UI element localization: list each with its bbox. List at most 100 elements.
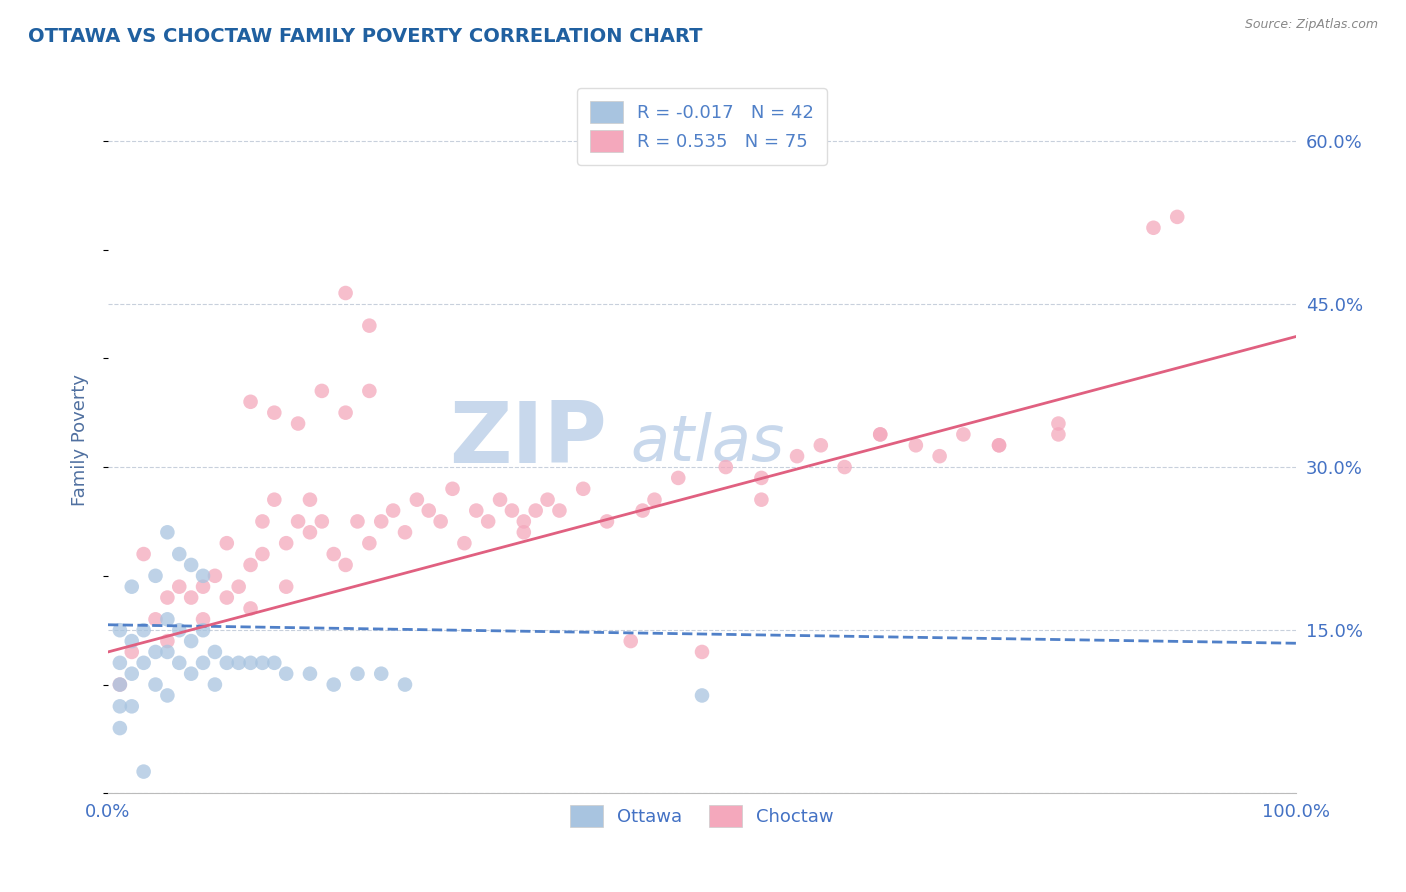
Point — [501, 503, 523, 517]
Point — [441, 482, 464, 496]
Point — [145, 677, 167, 691]
Point — [869, 427, 891, 442]
Point — [453, 536, 475, 550]
Point — [121, 699, 143, 714]
Point — [513, 515, 536, 529]
Point — [121, 666, 143, 681]
Point — [156, 612, 179, 626]
Point — [156, 591, 179, 605]
Point — [108, 721, 131, 735]
Point — [191, 623, 214, 637]
Point — [108, 623, 131, 637]
Point — [335, 285, 357, 300]
Point — [382, 503, 405, 517]
Point — [239, 656, 262, 670]
Point — [690, 689, 713, 703]
Point — [346, 666, 368, 681]
Point — [252, 656, 274, 670]
Point — [298, 492, 321, 507]
Point — [191, 656, 214, 670]
Point — [204, 569, 226, 583]
Point — [169, 580, 191, 594]
Point — [276, 536, 298, 550]
Point — [631, 503, 654, 517]
Point — [548, 503, 571, 517]
Point — [751, 492, 773, 507]
Text: atlas: atlas — [631, 412, 785, 475]
Legend: Ottawa, Choctaw: Ottawa, Choctaw — [562, 797, 841, 834]
Point — [714, 460, 737, 475]
Point — [346, 515, 368, 529]
Point — [298, 666, 321, 681]
Point — [276, 580, 298, 594]
Point — [108, 656, 131, 670]
Point — [810, 438, 832, 452]
Point — [108, 677, 131, 691]
Point — [180, 634, 202, 648]
Point — [1166, 210, 1188, 224]
Point — [489, 492, 512, 507]
Point — [322, 677, 344, 691]
Point — [359, 384, 381, 398]
Point — [263, 656, 285, 670]
Point — [169, 547, 191, 561]
Point — [191, 612, 214, 626]
Point — [869, 427, 891, 442]
Point — [215, 591, 238, 605]
Point — [215, 656, 238, 670]
Point — [465, 503, 488, 517]
Point — [335, 558, 357, 572]
Point — [108, 699, 131, 714]
Point — [596, 515, 619, 529]
Point — [276, 666, 298, 681]
Point — [311, 384, 333, 398]
Point — [263, 492, 285, 507]
Point — [215, 536, 238, 550]
Point — [322, 547, 344, 561]
Y-axis label: Family Poverty: Family Poverty — [72, 374, 89, 506]
Point — [228, 580, 250, 594]
Text: ZIP: ZIP — [450, 399, 607, 482]
Point — [252, 547, 274, 561]
Point — [180, 666, 202, 681]
Point — [988, 438, 1011, 452]
Point — [169, 623, 191, 637]
Point — [524, 503, 547, 517]
Point — [204, 677, 226, 691]
Point — [132, 623, 155, 637]
Point — [335, 406, 357, 420]
Point — [952, 427, 974, 442]
Point — [751, 471, 773, 485]
Point — [204, 645, 226, 659]
Point — [536, 492, 558, 507]
Point — [359, 318, 381, 333]
Point — [620, 634, 643, 648]
Point — [298, 525, 321, 540]
Point — [928, 449, 950, 463]
Point — [252, 515, 274, 529]
Point — [169, 656, 191, 670]
Point — [145, 612, 167, 626]
Point — [156, 634, 179, 648]
Point — [311, 515, 333, 529]
Point — [988, 438, 1011, 452]
Point — [108, 677, 131, 691]
Point — [513, 525, 536, 540]
Point — [477, 515, 499, 529]
Point — [228, 656, 250, 670]
Point — [1047, 427, 1070, 442]
Point — [121, 645, 143, 659]
Point — [145, 645, 167, 659]
Point — [180, 558, 202, 572]
Point — [191, 569, 214, 583]
Point — [359, 536, 381, 550]
Point — [156, 645, 179, 659]
Point — [145, 569, 167, 583]
Point — [239, 394, 262, 409]
Point — [287, 417, 309, 431]
Point — [132, 764, 155, 779]
Point — [156, 689, 179, 703]
Point — [132, 656, 155, 670]
Point — [121, 634, 143, 648]
Point — [394, 525, 416, 540]
